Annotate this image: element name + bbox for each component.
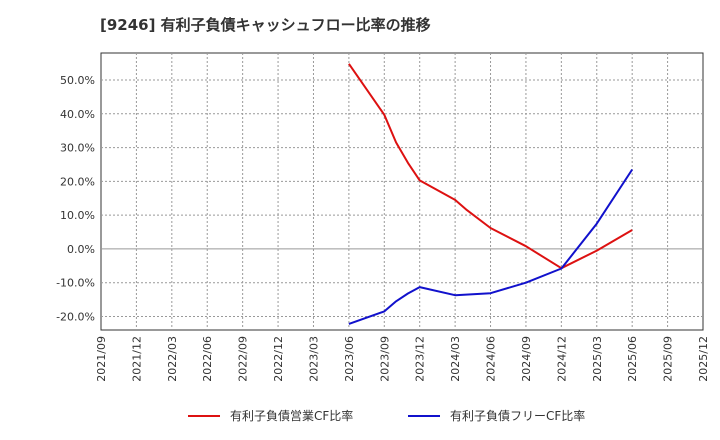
- x-tick-label: 2024/03: [449, 336, 462, 382]
- y-tick-label: 30.0%: [60, 142, 95, 155]
- x-tick-label: 2024/12: [555, 336, 568, 382]
- y-tick-label: 10.0%: [60, 209, 95, 222]
- y-tick-label: 40.0%: [60, 108, 95, 121]
- y-tick-label: -20.0%: [56, 310, 95, 323]
- chart-title: [9246] 有利子負債キャッシュフロー比率の推移: [100, 16, 431, 34]
- x-tick-label: 2023/03: [307, 336, 320, 382]
- y-axis-ticks: 50.0% 40.0% 30.0% 20.0% 10.0% 0.0% -10.0% -20.0…: [56, 74, 95, 323]
- x-tick-label: 2025/09: [662, 336, 675, 382]
- x-tick-label: 2022/06: [201, 336, 214, 382]
- x-axis-ticks: 2021/09 2021/12 2022/03 2022/06 2022/09 2022/…: [95, 336, 710, 382]
- x-tick-label: 2022/09: [237, 336, 250, 382]
- x-tick-label: 2024/06: [485, 336, 498, 382]
- y-gridlines: [101, 79, 703, 317]
- legend-label-1: 有利子負債フリーCF比率: [450, 408, 585, 423]
- y-tick-label: 0.0%: [67, 243, 95, 256]
- x-tick-label: 2023/09: [378, 336, 391, 382]
- x-tick-label: 2025/03: [591, 336, 604, 382]
- x-tick-label: 2025/12: [697, 336, 710, 382]
- y-tick-label: -10.0%: [56, 277, 95, 290]
- x-tick-label: 2022/03: [166, 336, 179, 382]
- series-line-0: [348, 63, 633, 270]
- y-tick-label: 20.0%: [60, 175, 95, 188]
- x-tick-label: 2022/12: [272, 336, 285, 382]
- x-tick-label: 2025/06: [626, 336, 639, 382]
- x-tick-label: 2021/12: [130, 336, 143, 382]
- legend: 有利子負債営業CF比率 有利子負債フリーCF比率: [188, 408, 585, 423]
- series-lines: [348, 63, 634, 325]
- x-tick-label: 2023/12: [414, 336, 427, 382]
- series-line-1: [348, 168, 634, 325]
- legend-label-0: 有利子負債営業CF比率: [230, 408, 353, 423]
- y-tick-label: 50.0%: [60, 74, 95, 87]
- x-tick-label: 2024/09: [520, 336, 533, 382]
- plot-area: [100, 52, 704, 331]
- x-tick-label: 2023/06: [343, 336, 356, 382]
- x-tick-label: 2021/09: [95, 336, 108, 382]
